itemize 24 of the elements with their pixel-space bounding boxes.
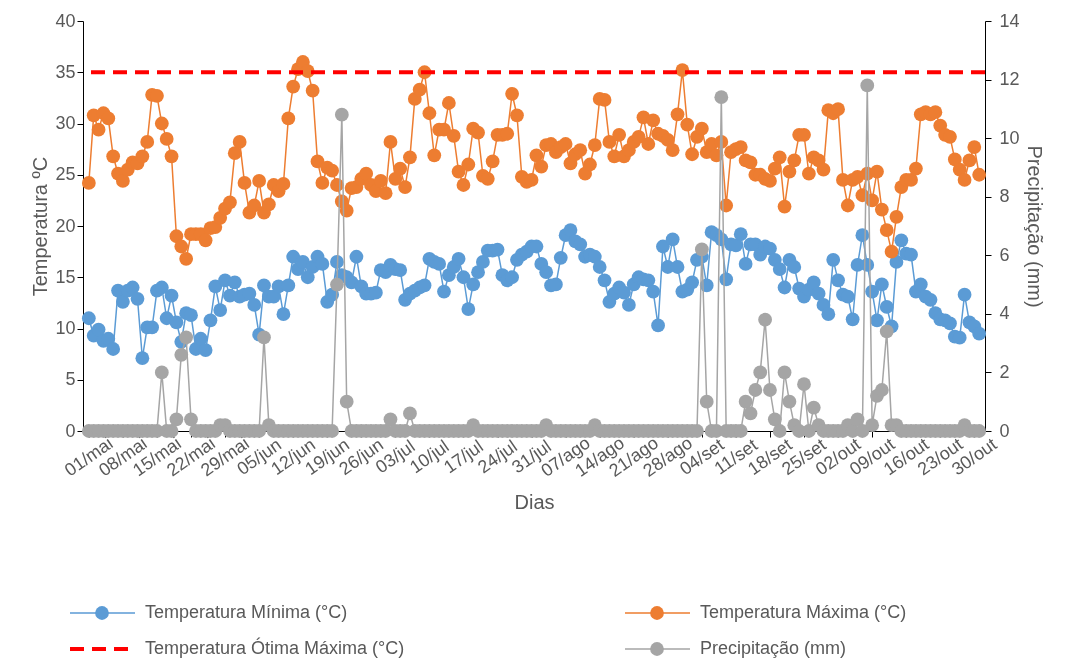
y-axis-title: Temperatura ºC xyxy=(29,156,52,297)
y-tick-label: 40 xyxy=(55,10,76,31)
y2-tick-label: 10 xyxy=(999,127,1020,148)
y2-tick-label: 0 xyxy=(999,420,1010,441)
y2-tick-label: 4 xyxy=(999,303,1010,324)
y2-tick-label: 2 xyxy=(999,361,1010,382)
legend-label: Temperatura Máxima (°C) xyxy=(700,602,907,622)
y-tick-label: 25 xyxy=(55,164,76,185)
y2-tick-label: 12 xyxy=(999,69,1020,90)
y2-tick-label: 6 xyxy=(999,244,1010,265)
x-axis-title: Dias xyxy=(514,490,555,513)
legend-label: Precipitação (mm) xyxy=(700,638,847,658)
y2-tick-label: 14 xyxy=(999,10,1020,31)
y-tick-label: 20 xyxy=(55,215,76,236)
legend-label: Temperatura Mínima (°C) xyxy=(145,602,348,622)
y-tick-label: 10 xyxy=(55,318,76,338)
y-tick-label: 15 xyxy=(55,266,76,287)
y-tick-label: 30 xyxy=(55,113,76,133)
y-tick-label: 0 xyxy=(65,420,76,441)
y2-axis-title: Precipitação (mm) xyxy=(1023,145,1046,308)
y2-tick-label: 8 xyxy=(999,186,1010,207)
y-tick-label: 35 xyxy=(55,61,76,82)
y-tick-label: 5 xyxy=(65,369,76,390)
legend-label: Temperatura Ótima Máxima (°C) xyxy=(145,637,405,658)
